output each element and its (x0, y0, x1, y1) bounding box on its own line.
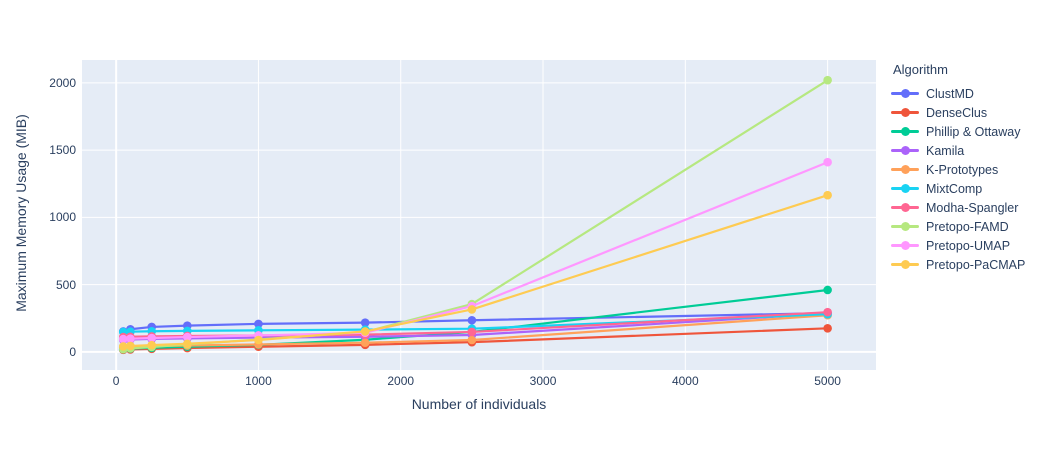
legend-item-label: Pretopo-PaCMAP (926, 257, 1026, 272)
data-point-marker[interactable] (118, 334, 128, 344)
chart-canvas[interactable] (82, 60, 876, 370)
legend-item-label: Pretopo-FAMD (926, 219, 1009, 234)
legend-dot-icon (901, 241, 910, 250)
legend-item-label: ClustMD (926, 86, 974, 101)
legend-item-label: Phillip & Ottaway (926, 124, 1021, 139)
legend-item-clustmd[interactable]: ClustMD (891, 84, 1025, 103)
legend-items: ClustMD DenseClus Phillip & Ottaway Kamila K… (891, 84, 1025, 274)
x-tick-label: 4000 (671, 374, 699, 388)
legend-swatch-icon (891, 222, 919, 231)
data-point-marker[interactable] (823, 190, 832, 200)
x-tick-label: 1000 (245, 374, 272, 388)
data-point-marker[interactable] (360, 338, 370, 347)
data-point-marker[interactable] (360, 327, 370, 336)
legend-item-label: K-Prototypes (926, 162, 999, 177)
data-point-marker[interactable] (467, 305, 477, 314)
x-tick-label: 2000 (387, 374, 415, 388)
legend-item-kamila[interactable]: Kamila (891, 141, 1025, 160)
legend-dot-icon (901, 108, 910, 117)
legend-item-label: Kamila (926, 143, 965, 158)
data-point-marker[interactable] (254, 319, 263, 329)
legend-dot-icon (901, 146, 910, 155)
data-point-marker[interactable] (823, 157, 832, 167)
legend-item-pretopo-umap[interactable]: Pretopo-UMAP (891, 236, 1025, 255)
legend-dot-icon (901, 127, 910, 136)
legend: Algorithm ClustMD DenseClus Phillip & Otta… (891, 62, 1025, 274)
y-tick-label: 1000 (49, 210, 76, 225)
data-point-marker[interactable] (254, 335, 263, 345)
legend-item-mixtcomp[interactable]: MixtComp (891, 179, 1025, 198)
data-point-marker[interactable] (147, 333, 157, 343)
data-point-marker[interactable] (823, 75, 832, 85)
legend-dot-icon (901, 165, 910, 174)
y-tick-label: 500 (55, 277, 76, 292)
legend-swatch-icon (891, 108, 919, 117)
legend-dot-icon (901, 203, 910, 212)
x-axis-title: Number of individuals (411, 396, 547, 412)
legend-dot-icon (901, 89, 910, 98)
legend-swatch-icon (891, 241, 919, 250)
trace-pretopo-pacmap[interactable] (118, 190, 832, 351)
data-point-marker[interactable] (118, 342, 128, 351)
legend-item-label: DenseClus (926, 105, 988, 120)
y-tick-label: 1500 (49, 143, 76, 158)
data-point-marker[interactable] (126, 334, 135, 343)
legend-swatch-icon (891, 127, 919, 136)
data-point-marker[interactable] (126, 341, 135, 351)
data-point-marker[interactable] (467, 315, 477, 325)
legend-item-label: Pretopo-UMAP (926, 238, 1011, 253)
data-point-marker[interactable] (823, 307, 832, 317)
legend-swatch-icon (891, 165, 919, 174)
x-tick-label: 5000 (814, 374, 841, 388)
legend-item-phillip-ottaway[interactable]: Phillip & Ottaway (891, 122, 1025, 141)
legend-swatch-icon (891, 146, 919, 155)
legend-item-label: MixtComp (926, 181, 983, 196)
legend-swatch-icon (891, 203, 919, 212)
legend-swatch-icon (891, 89, 919, 98)
data-point-marker[interactable] (467, 335, 477, 345)
data-point-marker[interactable] (360, 318, 370, 327)
data-point-marker[interactable] (147, 340, 157, 350)
legend-dot-icon (901, 184, 910, 193)
data-point-marker[interactable] (182, 339, 192, 349)
data-point-marker[interactable] (823, 285, 832, 295)
legend-swatch-icon (891, 260, 919, 269)
y-tick-label: 0 (69, 344, 76, 359)
legend-item-pretopo-pacmap[interactable]: Pretopo-PaCMAP (891, 255, 1025, 274)
legend-swatch-icon (891, 184, 919, 193)
legend-item-label: Modha-Spangler (926, 200, 1019, 215)
trace-line[interactable] (122, 161, 829, 341)
legend-dot-icon (901, 260, 910, 269)
legend-item-modha-spangler[interactable]: Modha-Spangler (891, 198, 1025, 217)
plot-area[interactable] (82, 60, 876, 370)
legend-item-pretopo-famd[interactable]: Pretopo-FAMD (891, 217, 1025, 236)
x-tick-label: 0 (112, 374, 120, 388)
data-point-marker[interactable] (823, 324, 832, 333)
data-point-marker[interactable] (467, 327, 477, 337)
data-point-marker[interactable] (182, 332, 192, 342)
legend-item-denseclus[interactable]: DenseClus (891, 103, 1025, 122)
y-tick-label: 2000 (49, 75, 76, 90)
x-tick-label: 3000 (529, 374, 557, 388)
legend-item-k-prototypes[interactable]: K-Prototypes (891, 160, 1025, 179)
legend-dot-icon (901, 222, 910, 231)
legend-title: Algorithm (893, 62, 948, 77)
